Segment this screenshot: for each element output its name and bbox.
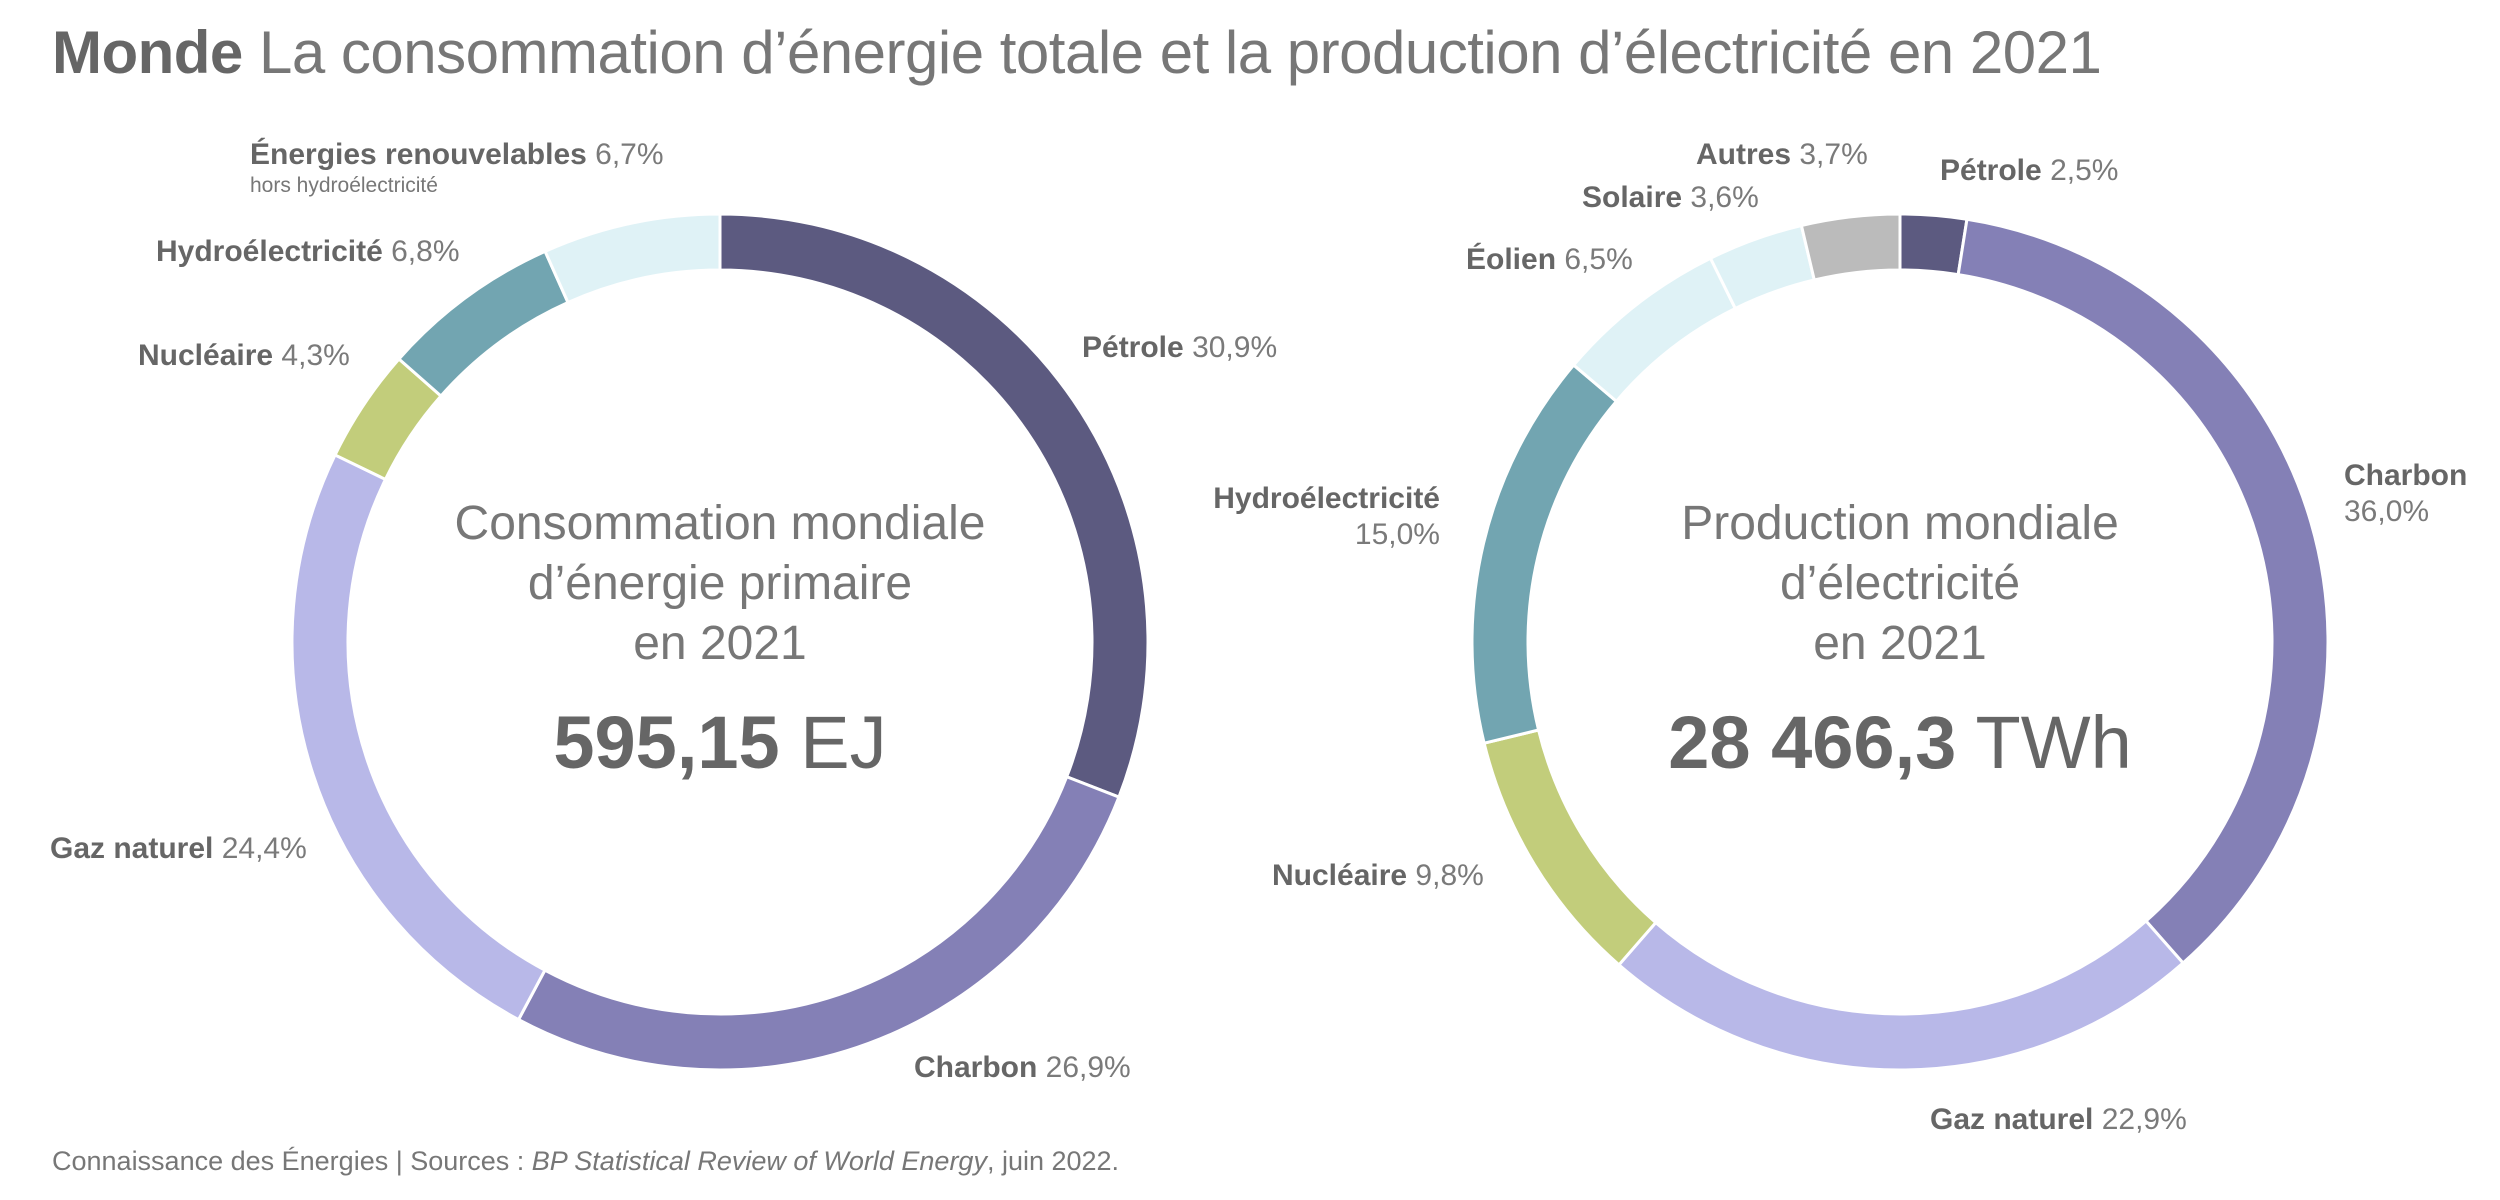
- label-left-charbon: Charbon 26,9%: [914, 1051, 1131, 1084]
- label-right-autres: Autres 3,7%: [1696, 138, 1868, 171]
- label-left-petrole: Pétrole 30,9%: [1082, 331, 1278, 364]
- footer-source: BP Statistical Review of World Energy: [531, 1146, 987, 1176]
- center-right-line-2: d’électricité: [1779, 557, 2021, 610]
- total-value: 28 466,3: [1668, 701, 1957, 784]
- label-left-renouvelables: Énergies renouvelables 6,7% hors hydroél…: [250, 138, 664, 197]
- total-unit: TWh: [1975, 701, 2132, 784]
- title-region: Monde: [52, 19, 243, 86]
- center-left-line-3: en 2021: [633, 617, 807, 670]
- label-sublabel: hors hydroélectricité: [250, 174, 438, 197]
- donut-segment-charbon: [516, 774, 1121, 1072]
- footer-prefix: Connaissance des Énergies | Sources :: [52, 1146, 532, 1176]
- chart-title: Monde La consommation d’énergie totale e…: [52, 18, 2102, 87]
- label-right-solaire: Solaire 3,6%: [1582, 181, 1759, 214]
- center-right-line-1: Production mondiale: [1681, 497, 2119, 550]
- total-unit: EJ: [800, 701, 887, 784]
- label-right-hydroelectricite: Hydroélectricité 15,0%: [1213, 482, 1440, 551]
- donut-segment-eolien: [1571, 256, 1738, 404]
- donut-segment-energies-renouvelables: [543, 212, 722, 305]
- center-left: Consommation mondiale d’énergie primaire…: [370, 494, 1070, 788]
- center-right-line-3: en 2021: [1813, 617, 1987, 670]
- total-value: 595,15: [553, 701, 780, 784]
- label-right-petrole: Pétrole 2,5%: [1940, 154, 2119, 187]
- donut-segment-autres: [1799, 212, 1902, 282]
- donut-segment-gaz-naturel: [1616, 918, 2186, 1072]
- label-left-gaz-naturel: Gaz naturel 24,4%: [50, 832, 307, 865]
- donut-energy-consumption: [290, 212, 1150, 1072]
- label-right-nucleaire: Nucléaire 9,8%: [1272, 859, 1484, 892]
- donut-electricity-production: [1470, 212, 2330, 1072]
- label-right-eolien: Éolien 6,5%: [1466, 243, 1633, 276]
- donut-segment-petrole: [1898, 212, 1969, 277]
- source-footer: Connaissance des Énergies | Sources : BP…: [52, 1146, 1119, 1177]
- label-left-nucleaire: Nucléaire 4,3%: [138, 339, 350, 372]
- label-right-gaz-naturel: Gaz naturel 22,9%: [1930, 1103, 2187, 1136]
- center-left-line-1: Consommation mondiale: [454, 497, 986, 550]
- center-left-line-2: d’énergie primaire: [527, 557, 913, 610]
- center-right-total: 28 466,3 TWh: [1550, 698, 2250, 788]
- center-left-total: 595,15 EJ: [370, 698, 1070, 788]
- label-left-hydroelectricite: Hydroélectricité 6,8%: [156, 235, 460, 268]
- donut-segment-hydroelectricite: [396, 249, 570, 399]
- footer-suffix: , juin 2022.: [986, 1146, 1120, 1176]
- center-right: Production mondiale d’électricité en 202…: [1550, 494, 2250, 788]
- title-text: La consommation d’énergie totale et la p…: [258, 19, 2102, 86]
- label-right-charbon: Charbon 36,0%: [2344, 459, 2468, 528]
